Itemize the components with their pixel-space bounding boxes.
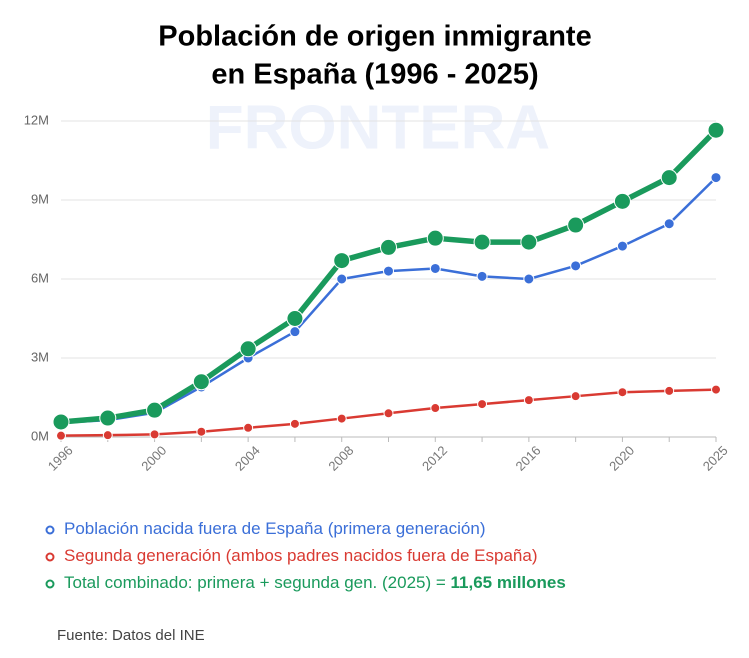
data-point <box>711 384 721 395</box>
x-tick-label: 2012 <box>419 443 450 474</box>
y-tick-label: 6M <box>31 270 49 285</box>
y-tick-label: 12M <box>24 112 49 127</box>
data-point <box>286 310 304 327</box>
chart-title: Población de origen inmigrante <box>158 21 591 53</box>
data-point <box>429 262 441 274</box>
data-point <box>102 430 113 441</box>
y-tick-label: 3M <box>31 349 49 364</box>
data-point <box>520 233 538 251</box>
data-point <box>430 403 441 414</box>
data-point <box>477 399 488 410</box>
x-tick-label: 2025 <box>700 443 731 474</box>
data-point <box>383 408 394 419</box>
data-point <box>336 413 347 424</box>
y-tick-label: 9M <box>31 191 49 206</box>
data-point <box>192 373 210 391</box>
data-point <box>613 192 631 210</box>
data-point <box>567 216 585 234</box>
legend-marker <box>45 525 55 535</box>
x-tick-label: 1996 <box>45 443 76 474</box>
data-point <box>380 238 397 256</box>
data-point <box>523 273 535 285</box>
data-point <box>99 409 117 427</box>
data-point <box>149 429 160 440</box>
legend-marker <box>45 579 55 589</box>
legend-label: Segunda generación (ambos padres nacidos… <box>64 546 538 565</box>
data-point <box>333 252 351 270</box>
data-point <box>243 422 254 433</box>
data-point <box>523 395 534 406</box>
data-point <box>336 273 348 285</box>
y-tick-label: 0M <box>31 428 49 443</box>
data-point <box>616 240 628 252</box>
legend-text: Segunda generación (ambos padres nacidos… <box>64 546 538 565</box>
x-tick-label: 2004 <box>232 443 263 474</box>
data-point <box>426 229 444 247</box>
data-point <box>52 413 70 431</box>
data-point <box>473 233 491 251</box>
legend-marker <box>45 552 55 562</box>
data-point <box>56 430 66 441</box>
chart-title: en España (1996 - 2025) <box>211 59 538 91</box>
data-point <box>289 326 301 338</box>
total-label: 11,65 millones <box>451 573 566 592</box>
data-point <box>710 172 722 184</box>
watermark: FRONTERA <box>206 93 550 162</box>
data-point <box>570 391 581 402</box>
legend-label: Población nacida fuera de España (primer… <box>64 519 485 538</box>
data-point <box>196 426 207 437</box>
legend-label: Total combinado: primera + segunda gen. … <box>64 573 566 592</box>
data-point <box>617 387 628 398</box>
data-point <box>383 265 394 277</box>
data-point <box>663 218 675 230</box>
data-point <box>239 340 257 358</box>
data-point <box>146 401 164 419</box>
x-tick-label: 2008 <box>325 443 356 474</box>
x-tick-label: 2000 <box>138 443 169 474</box>
series-line <box>60 176 717 425</box>
x-tick-label: 2016 <box>513 443 544 474</box>
data-point <box>664 385 675 396</box>
data-point <box>570 260 582 272</box>
data-point <box>660 169 678 187</box>
data-point <box>476 270 488 282</box>
legend-text: Población nacida fuera de España (primer… <box>64 519 485 538</box>
x-tick-label: 2020 <box>606 443 637 474</box>
data-point <box>707 121 725 139</box>
legend-text: Total combinado: primera + segunda gen. … <box>64 573 446 592</box>
source-note: Fuente: Datos del INE <box>57 627 205 644</box>
data-point <box>289 418 300 429</box>
